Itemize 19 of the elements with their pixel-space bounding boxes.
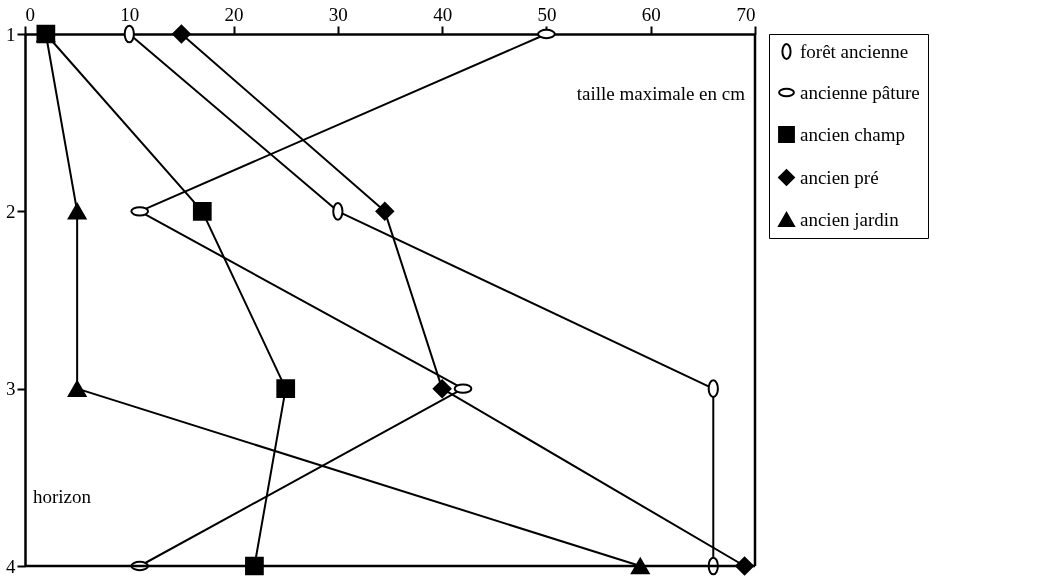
legend-label: ancien pré [800, 166, 879, 188]
x-tick-label: 10 [120, 3, 140, 25]
x-axis-title: taille maximale en cm [576, 83, 746, 104]
legend-label: ancienne pâture [800, 81, 920, 103]
y-tick-label: 1 [6, 23, 16, 45]
x-tick-label: 20 [224, 3, 244, 25]
y-tick-label: 3 [6, 378, 16, 400]
x-tick-label: 30 [328, 3, 348, 25]
x-tick-label: 40 [433, 3, 453, 25]
legend-label: ancien jardin [800, 208, 900, 230]
y-axis-title: horizon [33, 486, 92, 507]
x-tick-label: 60 [641, 3, 661, 25]
legend-label: ancien champ [800, 123, 905, 145]
y-tick-label: 4 [6, 555, 16, 577]
x-tick-label: 0 [25, 3, 35, 25]
x-tick-label: 70 [736, 3, 756, 25]
y-tick-label: 2 [6, 200, 16, 222]
x-tick-label: 50 [537, 3, 557, 25]
legend-label: forêt ancienne [800, 40, 909, 62]
